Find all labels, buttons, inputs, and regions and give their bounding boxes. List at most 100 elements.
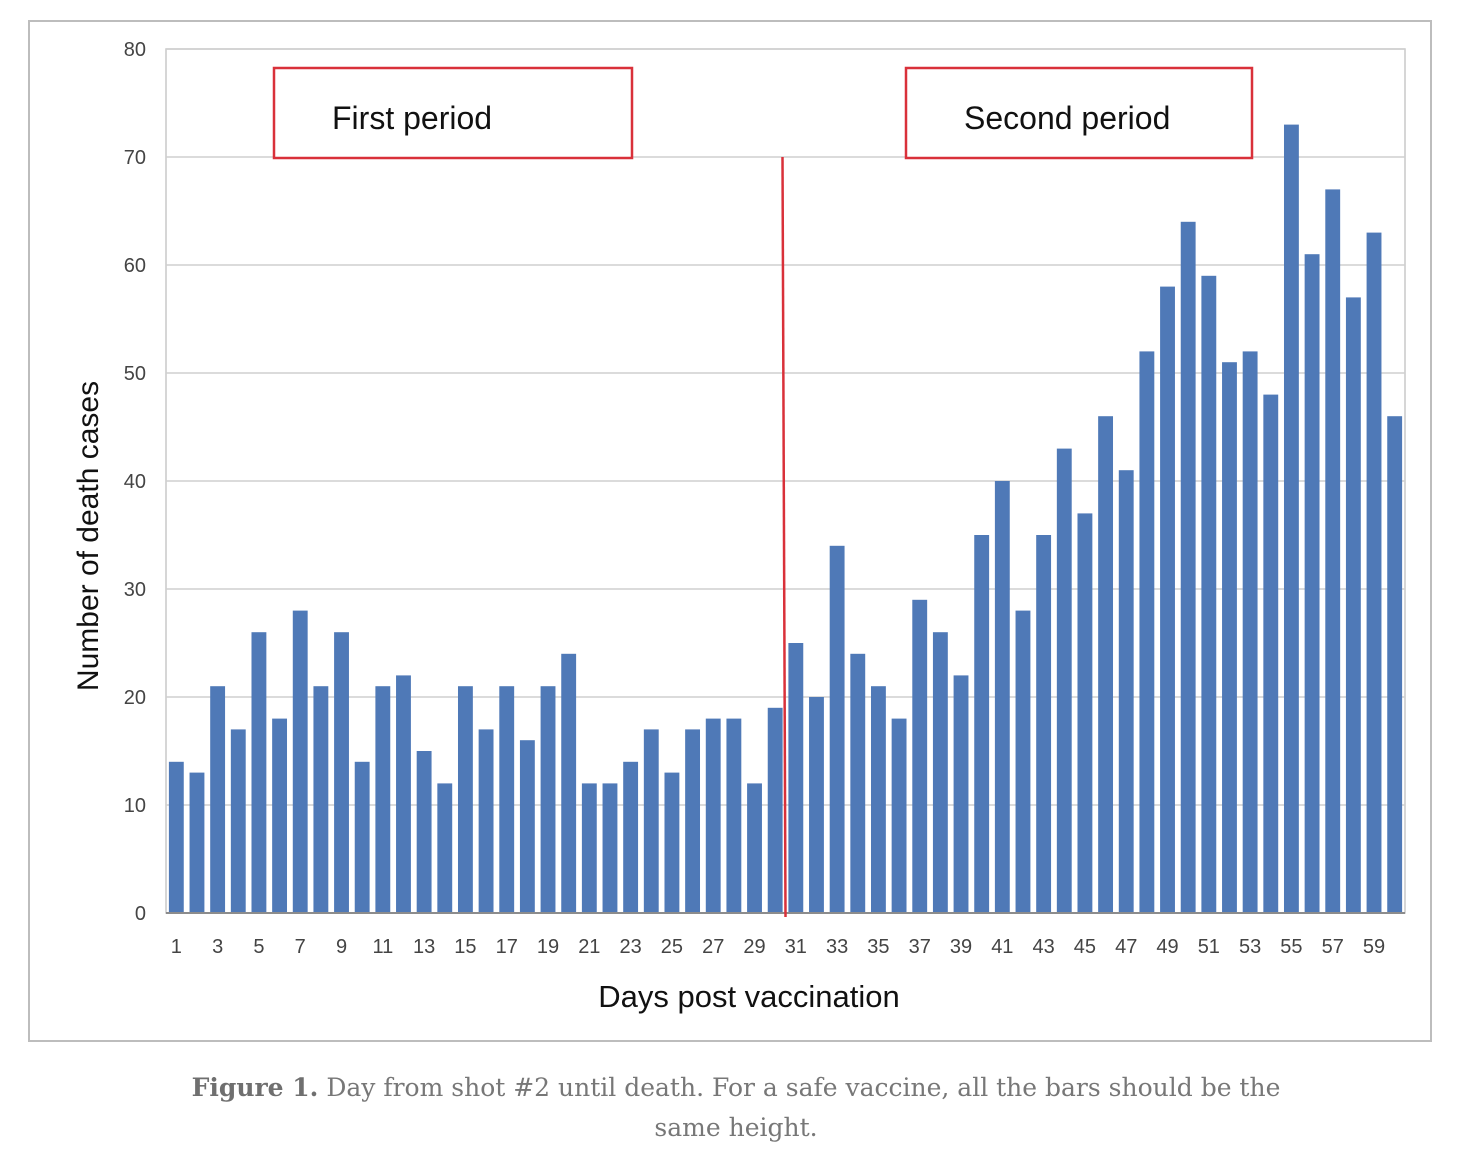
bar-day-6 bbox=[272, 718, 288, 913]
y-tick-label: 40 bbox=[124, 471, 146, 493]
bar-day-10 bbox=[354, 761, 370, 913]
y-tick-label: 20 bbox=[124, 687, 146, 709]
x-tick-label: 13 bbox=[413, 936, 435, 958]
bar-day-3 bbox=[210, 686, 226, 913]
x-tick-label: 37 bbox=[909, 936, 931, 958]
bars bbox=[168, 124, 1403, 914]
bar-day-32 bbox=[809, 697, 824, 913]
x-tick-label: 27 bbox=[702, 936, 724, 958]
x-tick-label: 59 bbox=[1363, 936, 1385, 958]
bar-day-18 bbox=[519, 740, 535, 913]
bar-day-49 bbox=[1160, 286, 1175, 914]
bar-day-17 bbox=[499, 686, 515, 913]
bar-day-43 bbox=[1036, 535, 1052, 913]
second-period-label: Second period bbox=[964, 100, 1170, 136]
x-tick-label: 3 bbox=[212, 936, 223, 958]
bar-day-54 bbox=[1263, 394, 1279, 914]
bar-day-21 bbox=[581, 783, 597, 913]
bar-day-42 bbox=[1015, 610, 1031, 913]
bar-day-39 bbox=[953, 675, 969, 913]
bar-day-20 bbox=[561, 653, 577, 913]
bar-day-44 bbox=[1056, 448, 1072, 913]
bar-day-33 bbox=[829, 545, 845, 913]
bar-day-59 bbox=[1366, 232, 1382, 914]
x-tick-label: 49 bbox=[1156, 936, 1178, 958]
x-tick-label: 41 bbox=[991, 936, 1013, 958]
bar-day-7 bbox=[292, 610, 308, 913]
bar-day-40 bbox=[974, 535, 990, 913]
x-tick-label: 25 bbox=[661, 936, 683, 958]
y-tick-label: 80 bbox=[124, 39, 146, 61]
x-tick-label: 29 bbox=[743, 936, 765, 958]
x-tick-label: 53 bbox=[1239, 936, 1261, 958]
bar-day-36 bbox=[891, 718, 907, 913]
x-tick-label: 57 bbox=[1322, 936, 1344, 958]
bar-day-50 bbox=[1180, 221, 1196, 914]
bar-day-27 bbox=[705, 718, 721, 913]
x-tick-label: 31 bbox=[785, 936, 807, 958]
x-tick-label: 1 bbox=[171, 936, 182, 958]
bar-day-38 bbox=[932, 632, 948, 913]
x-tick-label: 55 bbox=[1280, 936, 1302, 958]
x-tick-label: 19 bbox=[537, 936, 559, 958]
bar-day-5 bbox=[251, 632, 267, 913]
x-tick-label: 23 bbox=[620, 936, 642, 958]
bar-day-46 bbox=[1098, 416, 1114, 913]
x-tick-label: 5 bbox=[253, 936, 264, 958]
bar-day-47 bbox=[1118, 470, 1134, 913]
bar-day-2 bbox=[189, 772, 205, 913]
first-period-box bbox=[272, 66, 634, 160]
bar-day-26 bbox=[685, 729, 701, 913]
bar-day-41 bbox=[994, 481, 1010, 913]
annotations: First period Second period bbox=[272, 66, 1254, 918]
bar-day-31 bbox=[788, 643, 804, 913]
bar-day-56 bbox=[1304, 254, 1320, 913]
y-tick-label: 50 bbox=[124, 363, 146, 385]
y-tick-label: 10 bbox=[124, 795, 146, 817]
bar-day-29 bbox=[747, 783, 762, 913]
bar-day-34 bbox=[850, 653, 866, 913]
bar-day-9 bbox=[334, 632, 349, 913]
bar-day-35 bbox=[870, 686, 886, 913]
bar-day-8 bbox=[313, 686, 329, 913]
bar-day-14 bbox=[437, 783, 453, 913]
y-tick-label: 70 bbox=[124, 147, 146, 169]
bar-day-53 bbox=[1242, 351, 1258, 913]
bar-day-57 bbox=[1325, 189, 1341, 913]
bar-day-48 bbox=[1139, 351, 1155, 913]
bar-day-58 bbox=[1345, 297, 1361, 913]
bar-day-60 bbox=[1387, 416, 1403, 913]
bar-day-23 bbox=[623, 761, 639, 913]
x-tick-label: 39 bbox=[950, 936, 972, 958]
y-tick-label: 30 bbox=[124, 579, 146, 601]
y-axis-label: Number of death cases bbox=[72, 381, 105, 691]
x-tick-label: 11 bbox=[372, 936, 393, 958]
bar-day-11 bbox=[375, 686, 391, 913]
bar-day-37 bbox=[912, 599, 928, 913]
x-tick-label: 15 bbox=[454, 936, 476, 958]
bar-day-15 bbox=[457, 686, 473, 913]
x-tick-label: 9 bbox=[336, 936, 347, 958]
x-tick-label: 47 bbox=[1115, 936, 1137, 958]
second-period-box bbox=[904, 66, 1254, 160]
period-divider-line bbox=[781, 156, 787, 918]
x-tick-label: 7 bbox=[295, 936, 306, 958]
figure-frame: 0 10 20 30 40 50 60 70 80 1 3 5 7 9 11 13 15 17 19 21 23 25 27… bbox=[28, 20, 1432, 1042]
bar-day-25 bbox=[664, 772, 680, 913]
x-tick-label: 35 bbox=[867, 936, 889, 958]
bar-day-30 bbox=[767, 707, 783, 913]
x-tick-label: 43 bbox=[1033, 936, 1055, 958]
y-tick-label: 60 bbox=[124, 255, 146, 277]
bar-day-12 bbox=[396, 675, 411, 913]
bar-day-22 bbox=[602, 783, 618, 913]
bar-day-4 bbox=[230, 729, 246, 913]
bar-day-45 bbox=[1077, 513, 1093, 913]
figure-caption: Figure 1. Day from shot #2 until death. … bbox=[180, 1068, 1292, 1148]
x-tick-label: 51 bbox=[1198, 936, 1220, 958]
x-tick-label: 17 bbox=[496, 936, 518, 958]
caption-label: Figure 1. bbox=[191, 1073, 319, 1102]
first-period-label: First period bbox=[332, 100, 492, 136]
y-tick-label: 0 bbox=[135, 903, 146, 925]
x-axis-label: Days post vaccination bbox=[598, 979, 900, 1014]
